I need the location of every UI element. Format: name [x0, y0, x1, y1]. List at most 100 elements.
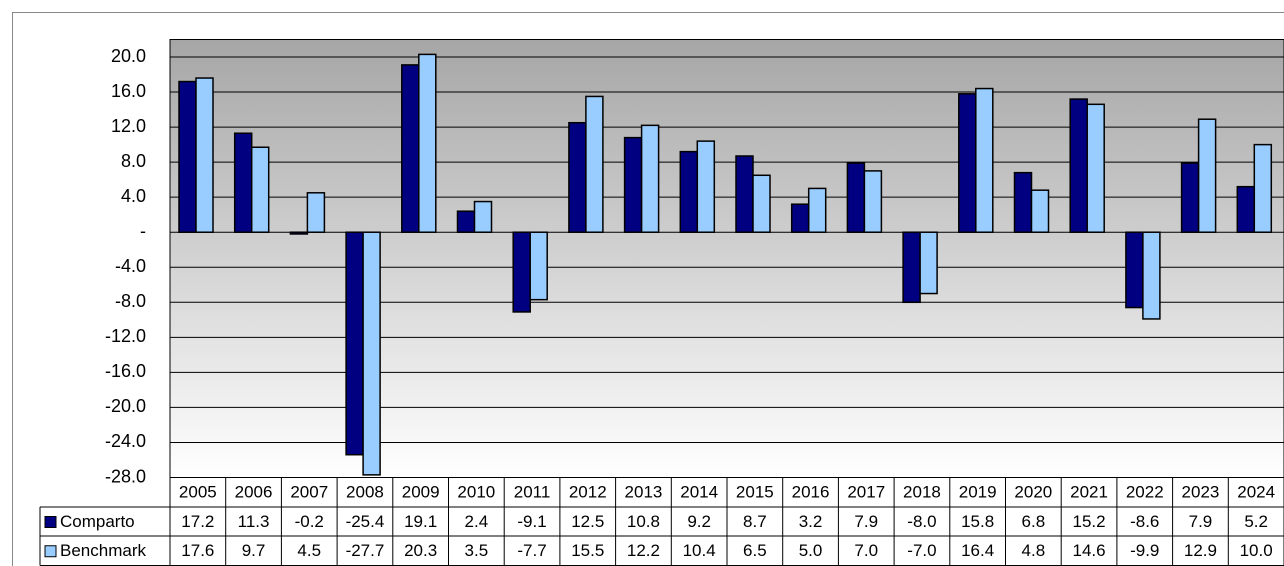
data-label: 4.5: [297, 541, 321, 560]
data-label: 10.8: [627, 512, 660, 531]
y-tick-label: -16.0: [105, 361, 146, 381]
data-label: 7.9: [854, 512, 878, 531]
x-tick-label: 2012: [569, 483, 607, 502]
bar: [289, 231, 309, 235]
data-label: 17.6: [181, 541, 214, 560]
bar: [958, 93, 977, 233]
bar: [1125, 231, 1144, 309]
x-tick-label: 2011: [514, 483, 551, 502]
legend-label: Comparto: [60, 512, 135, 531]
data-label: 2.4: [465, 512, 489, 531]
x-tick-label: 2009: [402, 483, 440, 502]
bar: [902, 231, 921, 304]
data-label: 10.0: [1240, 541, 1273, 560]
bar: [640, 124, 660, 233]
data-label: -8.6: [1130, 512, 1159, 531]
x-tick-label: 2014: [680, 483, 718, 502]
bar: [306, 192, 326, 233]
x-tick-label: 2007: [290, 483, 328, 502]
x-tick-label: 2021: [1070, 483, 1108, 502]
bar: [456, 210, 476, 233]
bar: [1236, 185, 1256, 233]
bar: [178, 80, 197, 233]
bar: [418, 53, 437, 233]
bar: [846, 162, 866, 233]
y-tick-label: -28.0: [105, 466, 146, 486]
data-label: -25.4: [346, 512, 385, 531]
x-tick-label: 2008: [346, 483, 384, 502]
legend-swatch: [44, 516, 57, 528]
x-tick-label: 2010: [457, 483, 495, 502]
bar: [863, 170, 883, 233]
data-label: 4.8: [1022, 541, 1046, 560]
x-tick-label: 2017: [847, 483, 885, 502]
data-label: 15.5: [571, 541, 604, 560]
bar: [975, 87, 994, 233]
y-tick-label: -8.0: [115, 291, 146, 311]
bar: [529, 231, 548, 301]
x-tick-label: 2015: [736, 483, 774, 502]
bar: [1142, 231, 1161, 320]
bar: [919, 231, 938, 295]
data-label: 6.8: [1022, 512, 1046, 531]
data-label: 15.2: [1073, 512, 1106, 531]
bar: [1013, 171, 1033, 233]
data-label: 9.7: [242, 541, 266, 560]
bar: [401, 64, 420, 233]
data-label: 12.2: [627, 541, 660, 560]
y-tick-label: -24.0: [105, 431, 146, 451]
data-label: 12.9: [1184, 541, 1217, 560]
x-tick-label: 2005: [179, 483, 217, 502]
data-label: 3.5: [465, 541, 489, 560]
x-tick-label: 2006: [235, 483, 273, 502]
x-tick-label: 2018: [903, 483, 941, 502]
data-label: 9.2: [687, 512, 711, 531]
x-tick-label: 2022: [1126, 483, 1164, 502]
data-label: 17.2: [181, 512, 214, 531]
bar: [807, 187, 827, 233]
bar: [512, 231, 531, 313]
bar: [473, 200, 493, 233]
data-label: 7.9: [1189, 512, 1213, 531]
data-label: 15.8: [961, 512, 994, 531]
data-label: 14.6: [1073, 541, 1106, 560]
data-label: 7.0: [854, 541, 878, 560]
bar: [362, 231, 381, 476]
y-tick-label: -: [140, 221, 146, 241]
y-tick-label: 12.0: [111, 116, 146, 136]
x-tick-label: 2016: [792, 483, 830, 502]
bar: [752, 174, 771, 233]
data-label: 20.3: [404, 541, 437, 560]
bar: [735, 155, 754, 233]
data-label: -7.7: [517, 541, 546, 560]
data-label: 8.7: [743, 512, 767, 531]
data-label: 11.3: [238, 512, 270, 531]
x-tick-label: 2019: [959, 483, 997, 502]
data-label: -27.7: [346, 541, 385, 560]
x-tick-label: 2024: [1237, 483, 1275, 502]
data-label: 16.4: [961, 541, 994, 560]
bar: [679, 150, 699, 233]
data-label: -9.1: [517, 512, 546, 531]
bar: [568, 121, 587, 233]
data-label: 19.1: [404, 512, 437, 531]
data-label: 12.5: [571, 512, 604, 531]
y-tick-label: -20.0: [105, 396, 146, 416]
bar: [790, 203, 810, 233]
legend-label: Benchmark: [60, 541, 146, 560]
bar: [623, 136, 643, 233]
y-tick-label: 8.0: [121, 151, 146, 171]
data-label: -7.0: [907, 541, 936, 560]
plot-area: [169, 39, 1284, 478]
bar: [345, 231, 364, 456]
bar: [233, 132, 253, 233]
data-label: -9.9: [1130, 541, 1159, 560]
x-tick-label: 2023: [1182, 483, 1220, 502]
x-tick-label: 2013: [625, 483, 663, 502]
data-label: -8.0: [907, 512, 936, 531]
bar: [1197, 118, 1217, 233]
data-label: 5.0: [799, 541, 823, 560]
data-label: 10.4: [683, 541, 716, 560]
bar: [250, 146, 270, 233]
